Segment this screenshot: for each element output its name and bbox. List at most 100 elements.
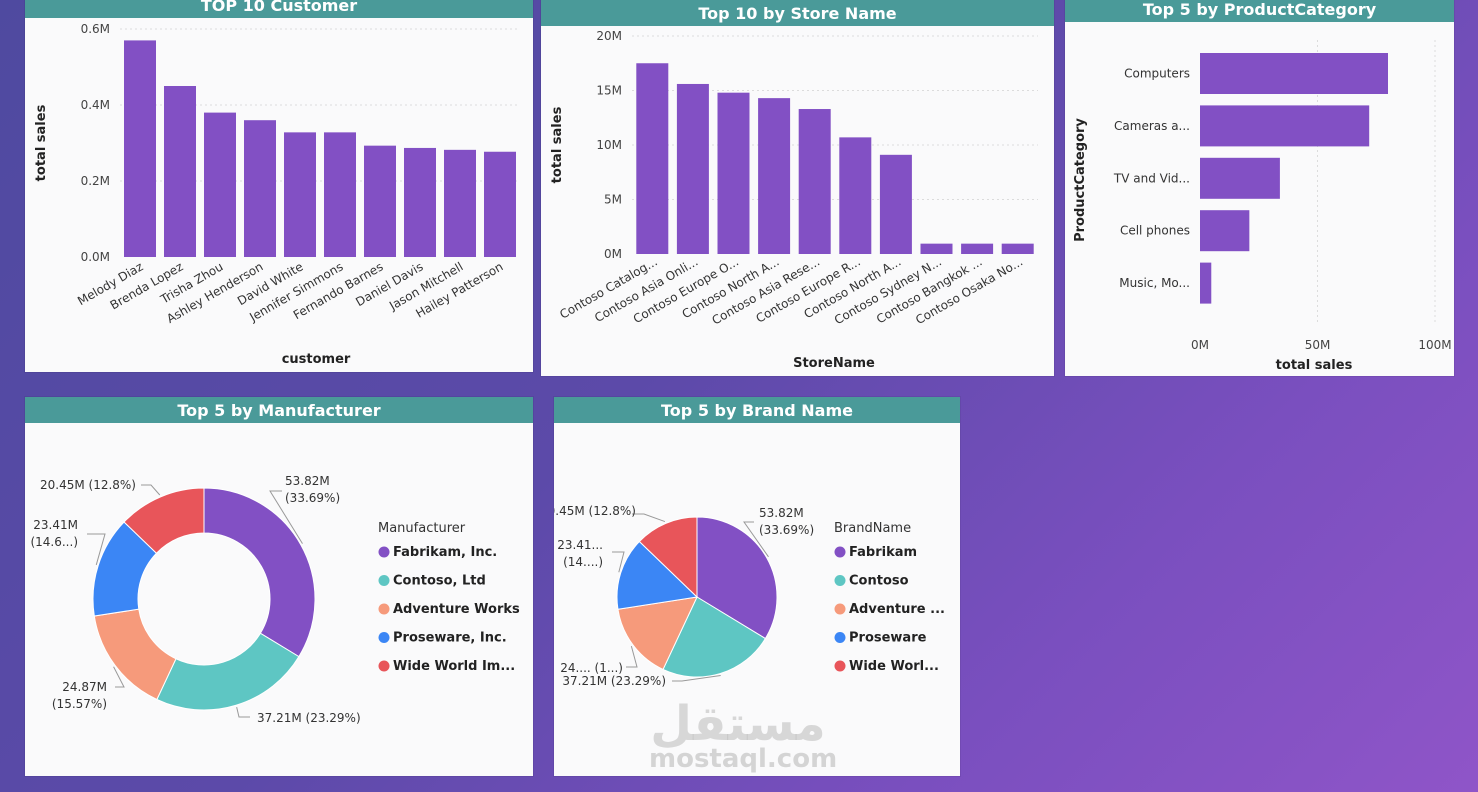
manufacturer-data-label: 53.82M (285, 474, 330, 488)
store-y-tick-label: 10M (596, 138, 622, 152)
category-y-tick-label: Music, Mo... (1119, 276, 1190, 290)
manufacturer-legend-marker (378, 632, 390, 643)
store-y-tick-label: 20M (596, 29, 622, 43)
manufacturer-data-label: (14.6...) (30, 535, 78, 549)
customer-bar-daniel-davis[interactable] (404, 147, 436, 257)
brand-legend-title: BrandName (834, 521, 911, 536)
brand-data-label: 20.45M (12.8%) (554, 504, 636, 518)
customer-bar-jennifer-simmons[interactable] (324, 132, 356, 257)
category-bar-cell-phones[interactable] (1200, 210, 1250, 252)
store-bar-contoso-north-a[interactable] (879, 154, 912, 254)
watermark-site: mostaql.com (649, 744, 838, 774)
category-bar-cameras-a[interactable] (1200, 105, 1370, 147)
manufacturer-leader-line (113, 666, 125, 688)
customer-bar-hailey-patterson[interactable] (484, 151, 516, 257)
brand-slice-fabrikam[interactable] (696, 516, 778, 640)
store-bar-contoso-asia-onli[interactable] (676, 83, 709, 255)
store-y-tick-label: 0M (604, 247, 622, 261)
manufacturer-slice-contoso-ltd[interactable] (156, 632, 300, 711)
brand-data-label: 23.41... (557, 538, 603, 552)
brand-slice-adventure[interactable] (617, 596, 698, 671)
manufacturer-leader-line (141, 484, 161, 496)
store-y-tick-label: 5M (604, 193, 622, 207)
customer-y-tick-label: 0.6M (81, 22, 110, 36)
manufacturer-legend-item-adventure-works[interactable]: Adventure Works (393, 602, 520, 617)
brand-slice-wide-worl[interactable] (638, 516, 698, 599)
brand-legend-item-contoso[interactable]: Contoso (849, 574, 909, 589)
customer-bar-fernando-barnes[interactable] (364, 145, 396, 257)
customer-x-axis-title: customer (282, 352, 351, 367)
category-bar-chart: 0M 50M 100M Computers Cameras a... TV and Vid… (1073, 40, 1452, 373)
brand-legend-item-fabrikam[interactable]: Fabrikam (849, 545, 917, 560)
brand-slice-contoso[interactable] (662, 596, 767, 678)
category-bar-computers[interactable] (1200, 53, 1388, 94)
brand-data-label: (14....) (563, 555, 603, 569)
customer-bar-ashley-henderson[interactable] (244, 120, 276, 257)
customer-chart-panel[interactable]: 0.0M 0.2M 0.4M 0.6M Melody Diaz Brenda Lopez T… (25, 0, 533, 372)
customer-y-tick-label: 0.4M (81, 98, 110, 112)
manufacturer-leader-line (269, 490, 303, 544)
brand-legend-item-adventure[interactable]: Adventure ... (849, 602, 945, 617)
customer-bar-david-white[interactable] (284, 132, 316, 257)
customer-bar-trisha-zhou[interactable] (204, 112, 236, 257)
manufacturer-data-label: 24.87M (62, 680, 107, 694)
category-x-tick-label: 50M (1305, 338, 1331, 352)
category-bar-tv-and-vid[interactable] (1200, 157, 1280, 199)
store-bar-contoso-sydney-n[interactable] (920, 243, 953, 254)
manufacturer-chart-panel[interactable]: 53.82M (33.69%) 37.21M (23.29%) 24.87M (15.5… (25, 397, 533, 776)
brand-legend-item-proseware[interactable]: Proseware (849, 631, 927, 646)
category-x-tick-label: 0M (1191, 338, 1209, 352)
category-y-tick-label: TV and Vid... (1113, 171, 1190, 185)
manufacturer-legend-item-contoso-ltd[interactable]: Contoso, Ltd (393, 574, 486, 589)
watermark-logo-text: مستقل (650, 696, 826, 750)
category-x-tick-label: 100M (1418, 338, 1451, 352)
category-y-tick-label: Cell phones (1120, 224, 1190, 238)
brand-leader-line (743, 521, 769, 558)
brand-data-label: 37.21M (23.29%) (562, 674, 666, 688)
store-bar-contoso-europe-o[interactable] (717, 92, 750, 255)
category-y-tick-label: Computers (1124, 67, 1190, 81)
manufacturer-legend-item-proseware-inc[interactable]: Proseware, Inc. (393, 631, 507, 646)
brand-slice-proseware[interactable] (616, 540, 699, 610)
store-x-axis-title: StoreName (793, 356, 875, 371)
customer-bar-jason-mitchell[interactable] (444, 149, 476, 257)
manufacturer-data-label: 23.41M (33, 518, 78, 532)
store-bar-contoso-catalog[interactable] (636, 63, 669, 254)
store-chart-panel[interactable]: 0M 5M 10M 15M 20M Contoso Catalog... Contoso A… (541, 0, 1054, 376)
store-bar-contoso-osaka-no[interactable] (1001, 243, 1034, 254)
store-bar-contoso-north-a[interactable] (758, 98, 791, 254)
category-y-tick-label: Cameras a... (1114, 119, 1190, 133)
brand-legend-marker (834, 632, 846, 643)
brand-leader-line (626, 646, 638, 668)
category-chart-panel[interactable]: 0M 50M 100M Computers Cameras a... TV and Vid… (1065, 0, 1454, 376)
brand-data-label: (33.69%) (759, 523, 814, 537)
manufacturer-data-label: 37.21M (23.29%) (257, 711, 361, 725)
customer-y-tick-label: 0.0M (81, 250, 110, 264)
manufacturer-legend-marker (378, 575, 390, 586)
manufacturer-data-label: (15.57%) (52, 697, 107, 711)
brand-chart-panel[interactable]: 53.82M (33.69%) 37.21M (23.29%) 24.... (1..… (554, 397, 960, 776)
customer-bar-brenda-lopez[interactable] (164, 86, 196, 257)
store-bar-contoso-bangkok[interactable] (961, 243, 994, 254)
manufacturer-legend-item-fabrikam-inc[interactable]: Fabrikam, Inc. (393, 545, 497, 560)
manufacturer-chart-title: Top 5 by Manufacturer (25, 397, 533, 423)
brand-leader-line (612, 551, 625, 573)
category-bar-music-mo[interactable] (1200, 262, 1212, 304)
manufacturer-data-label: (33.69%) (285, 491, 340, 505)
manufacturer-slice-fabrikam-inc[interactable] (203, 487, 316, 658)
brand-legend-item-wide-worl[interactable]: Wide Worl... (849, 659, 939, 674)
brand-legend-marker (834, 575, 846, 586)
brand-pie-chart: 53.82M (33.69%) 37.21M (23.29%)24.... (1..… (554, 504, 945, 688)
brand-leader-line (672, 675, 721, 682)
store-bar-contoso-asia-rese[interactable] (798, 109, 831, 254)
store-y-axis-title: total sales (550, 106, 565, 183)
customer-chart-title: TOP 10 Customer (25, 0, 533, 18)
brand-data-label: 53.82M (759, 506, 804, 520)
manufacturer-legend-item-wide-world-im[interactable]: Wide World Im... (393, 659, 515, 674)
customer-bar-melody-diaz[interactable] (124, 40, 156, 258)
category-y-axis-title: ProductCategory (1073, 118, 1088, 242)
manufacturer-leader-line (87, 533, 106, 566)
store-bar-contoso-europe-r[interactable] (839, 137, 872, 254)
manufacturer-slice-wide-world-im[interactable] (123, 487, 205, 554)
